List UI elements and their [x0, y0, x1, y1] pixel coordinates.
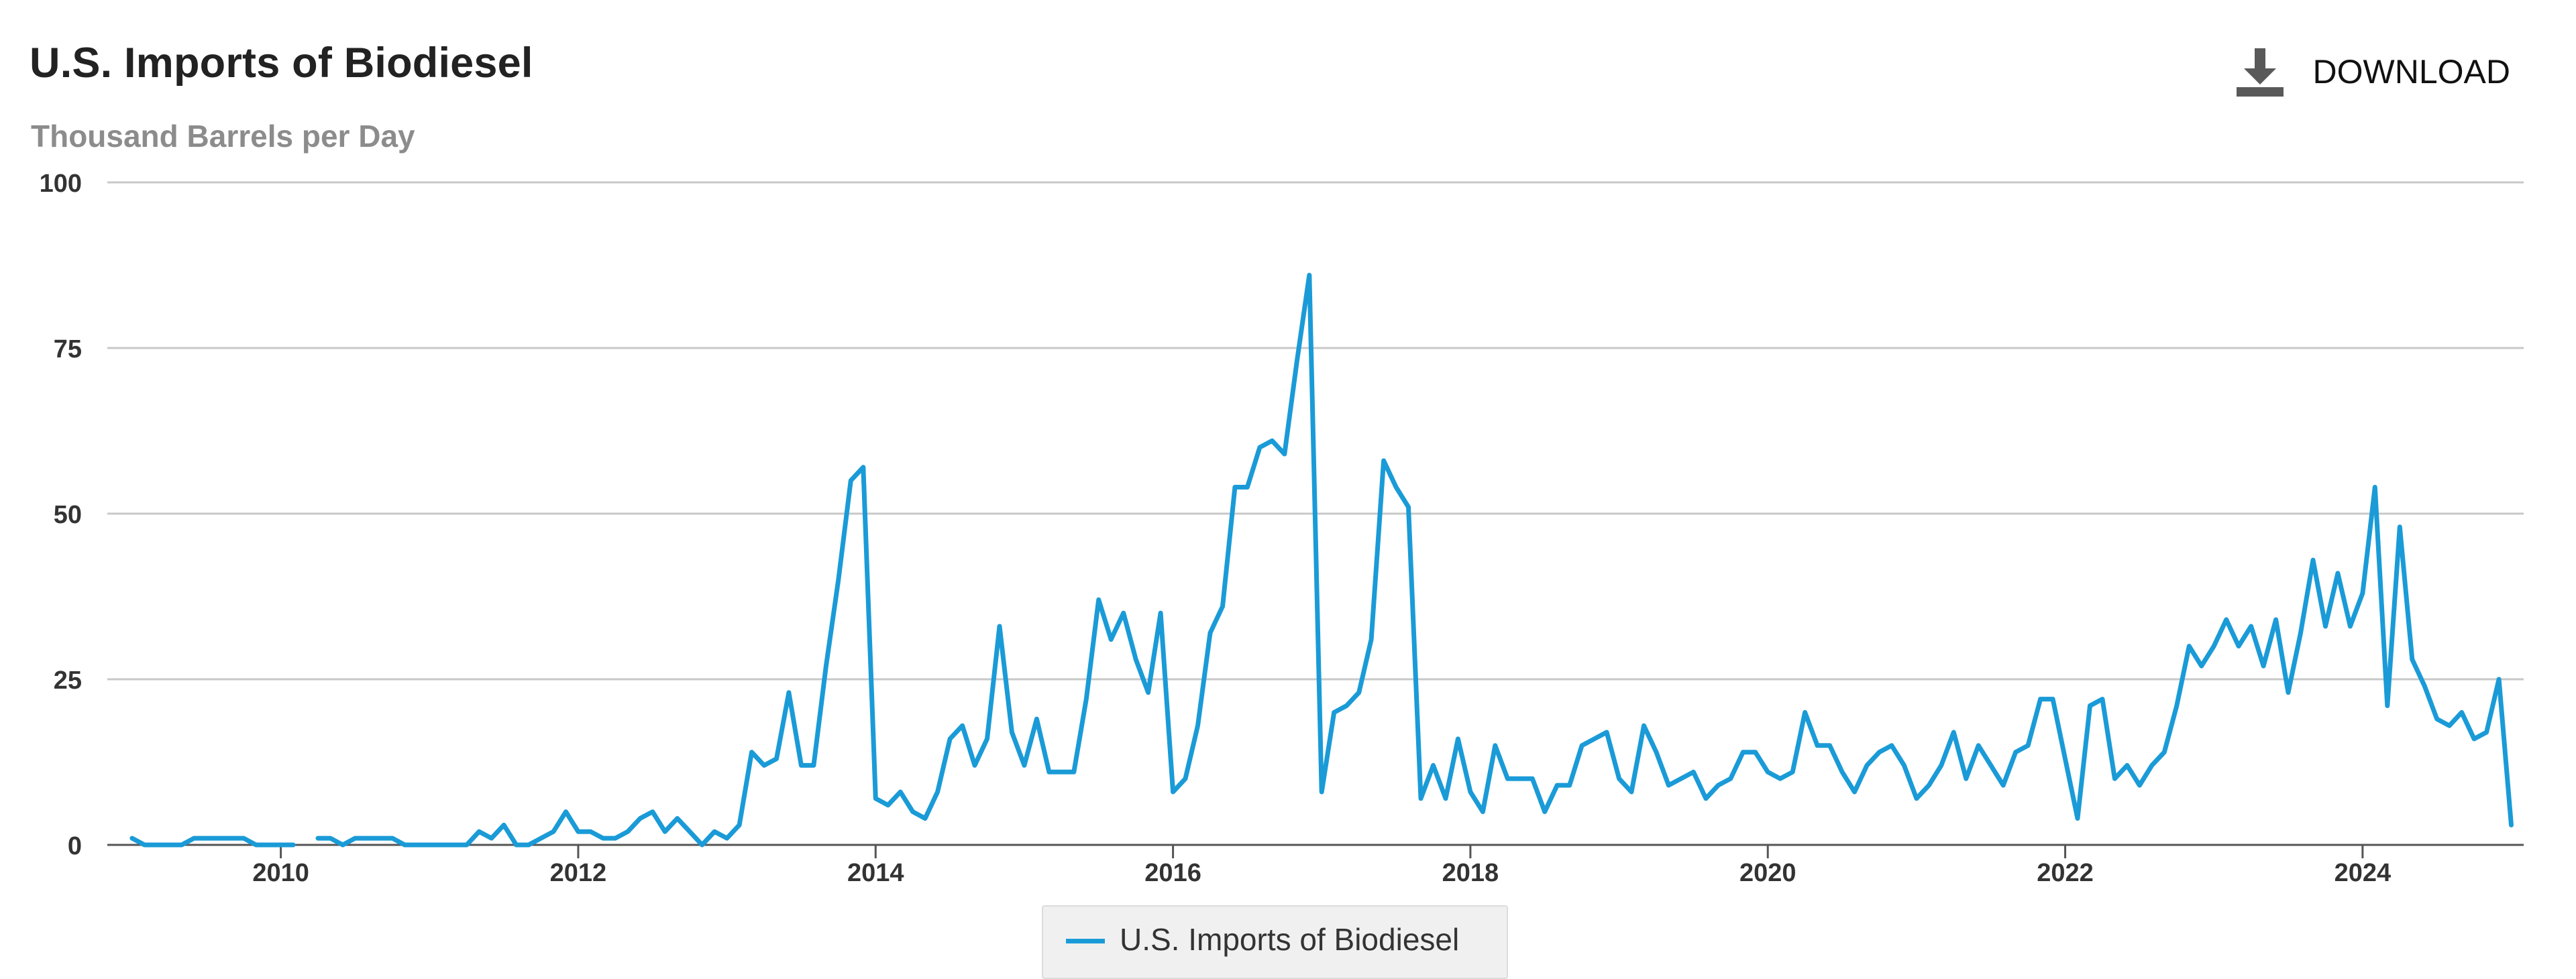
download-button[interactable]: DOWNLOAD [2234, 46, 2510, 98]
x-tick-label: 2012 [550, 859, 607, 887]
chart-title: U.S. Imports of Biodiesel [30, 40, 533, 87]
x-tick-label: 2020 [1739, 859, 1796, 887]
x-tick-label: 2014 [847, 859, 904, 887]
y-axis-tick-labels: 0 25 50 75 100 [40, 170, 82, 860]
download-icon [2236, 48, 2284, 97]
y-tick-label: 75 [54, 335, 82, 363]
x-tick-label: 2022 [2037, 859, 2094, 887]
legend-swatch [1066, 939, 1105, 943]
series-lines [129, 272, 2514, 848]
series-line-segment [129, 836, 296, 848]
y-tick-label: 100 [40, 170, 82, 198]
y-axis-unit-label: Thousand Barrels per Day [31, 119, 415, 154]
series-line-segment [315, 272, 2514, 848]
y-tick-label: 25 [54, 667, 82, 695]
x-tick-label: 2024 [2334, 859, 2392, 887]
download-label: DOWNLOAD [2312, 53, 2510, 91]
y-tick-label: 0 [68, 832, 82, 860]
y-tick-label: 50 [54, 501, 82, 529]
x-tick-label: 2018 [1442, 859, 1499, 887]
x-tick-label: 2010 [252, 859, 309, 887]
x-axis-ticks: 2010 2012 2014 2016 2018 2020 2022 2024 [252, 845, 2391, 887]
x-tick-label: 2016 [1144, 859, 1201, 887]
legend: U.S. Imports of Biodiesel [1042, 905, 1508, 979]
legend-label: U.S. Imports of Biodiesel [1120, 922, 1460, 957]
